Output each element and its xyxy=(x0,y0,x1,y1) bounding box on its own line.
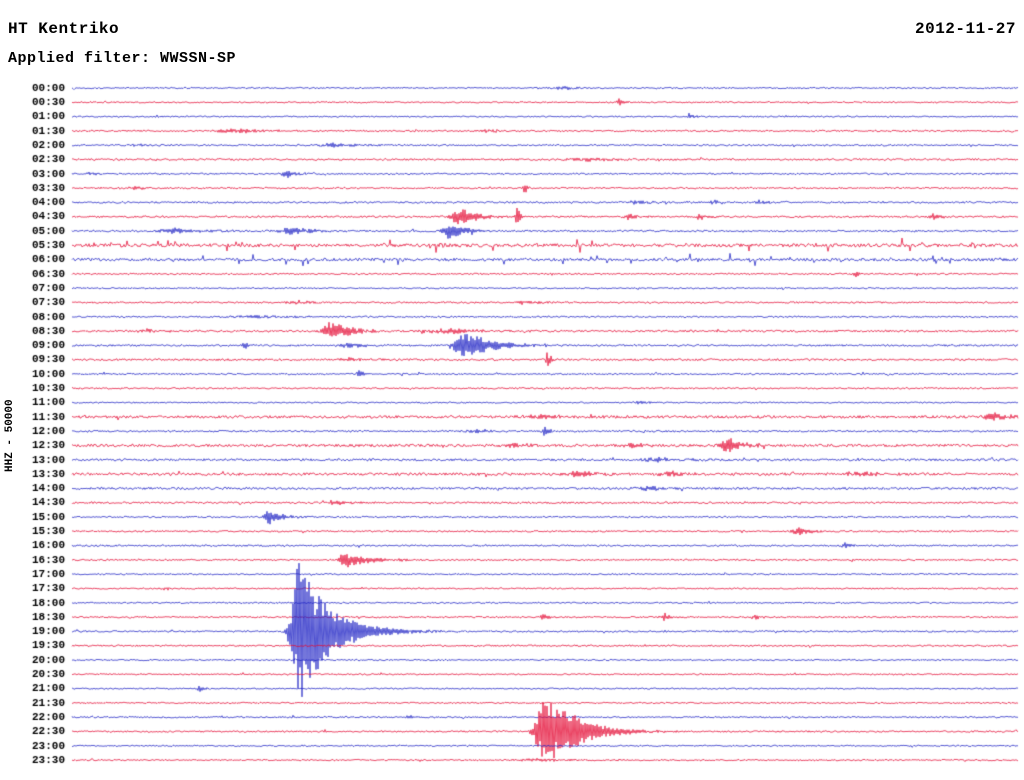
filter-label: Applied filter: WWSSN-SP xyxy=(8,50,237,67)
scale-label: HHZ - 50000 xyxy=(4,399,16,472)
station-name: HT Kentriko xyxy=(8,20,120,38)
date-label: 2012-11-27 xyxy=(914,20,1016,38)
